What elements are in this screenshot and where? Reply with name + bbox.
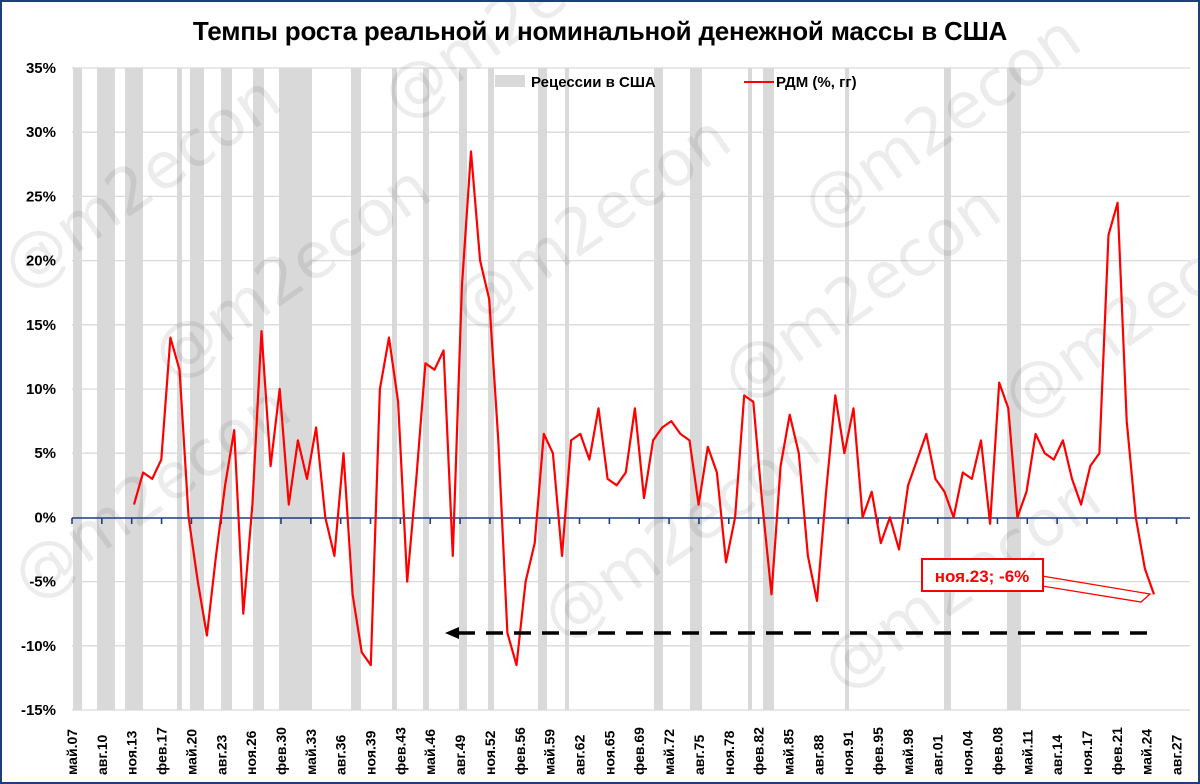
x-axis-tickmarks: [71, 518, 1178, 524]
x-tick-label: авг.10: [94, 735, 110, 775]
x-axis-labels: май.07 авг.10 ноя.13 фев.17 май.20 авг.23 ноя.…: [64, 727, 1185, 775]
x-tick-label: фев.56: [512, 727, 528, 775]
x-tick-label: май.72: [661, 729, 677, 775]
x-tick-label: май.98: [900, 729, 916, 775]
annotation-callout: ноя.23; -6%: [921, 558, 1152, 603]
y-tick-label: 10%: [26, 381, 56, 398]
x-tick-label: май.33: [303, 729, 319, 775]
x-tick-label: авг.14: [1049, 735, 1065, 775]
y-tick-label: 0%: [34, 509, 56, 526]
x-tick-label: май.46: [422, 729, 438, 775]
x-tick-label: авг.01: [930, 735, 946, 775]
x-tick-label: ноя.39: [363, 730, 379, 775]
x-tick-label: фев.95: [870, 727, 886, 775]
x-tick-label: фев.82: [751, 727, 767, 775]
y-tick-label: 35%: [26, 60, 56, 77]
x-tick-label: ноя.65: [601, 730, 617, 775]
x-tick-label: фев.08: [989, 727, 1005, 775]
svg-text:@m2econ: @m2econ: [529, 410, 835, 655]
x-tick-label: авг.88: [810, 735, 826, 775]
x-tick-label: ноя.26: [243, 730, 259, 775]
series-line-rdm: [132, 150, 1156, 667]
chart-title: Темпы роста реальной и номинальной денеж…: [192, 16, 1008, 46]
gridlines: [72, 67, 1190, 711]
x-tick-label: май.20: [183, 729, 199, 775]
x-tick-label: фев.43: [392, 727, 408, 775]
y-tick-label: -10%: [21, 638, 56, 655]
x-tick-label: фев.21: [1109, 727, 1125, 775]
x-tick-label: фев.30: [273, 727, 289, 775]
x-tick-label: ноя.52: [482, 730, 498, 775]
arrow-head-icon: [445, 627, 459, 639]
x-tick-label: авг.75: [691, 735, 707, 775]
x-tick-label: фев.69: [631, 727, 647, 775]
x-tick-label: ноя.04: [960, 730, 976, 775]
x-tick-label: фев.17: [154, 727, 170, 775]
x-tick-label: ноя.91: [840, 730, 856, 775]
x-tick-label: май.85: [780, 729, 796, 775]
x-tick-label: авг.49: [452, 735, 468, 775]
legend-recessions-label: Рецессии в США: [531, 74, 656, 91]
x-tick-label: ноя.17: [1079, 730, 1095, 775]
y-tick-label: 30%: [26, 124, 56, 141]
legend-recession-swatch: [495, 75, 525, 87]
y-tick-label: 20%: [26, 253, 56, 270]
min-reference-arrow: [445, 627, 1148, 639]
y-tick-label: -5%: [29, 574, 56, 591]
y-tick-label: 5%: [34, 445, 56, 462]
x-tick-label: май.59: [542, 729, 558, 775]
y-tick-label: 15%: [26, 317, 56, 334]
x-tick-label: май.24: [1139, 729, 1155, 775]
x-tick-label: авг.27: [1169, 735, 1185, 775]
x-tick-label: ноя.13: [124, 730, 140, 775]
x-tick-label: май.07: [64, 729, 80, 775]
y-axis-labels: 35% 30% 25% 20% 15% 10% 5% 0% -5% -10% -15%: [21, 60, 56, 719]
x-tick-label: авг.36: [333, 735, 349, 775]
legend-series-label: РДМ (%, гг): [776, 74, 857, 91]
x-tick-label: ноя.78: [721, 730, 737, 775]
y-tick-label: -15%: [21, 702, 56, 719]
y-tick-label: 25%: [26, 188, 56, 205]
annotation-label: ноя.23; -6%: [935, 567, 1030, 586]
x-tick-label: авг.23: [213, 735, 229, 775]
x-tick-label: авг.62: [572, 735, 588, 775]
x-tick-label: май.11: [1019, 730, 1035, 775]
legend: Рецессии в США РДМ (%, гг): [495, 74, 857, 91]
